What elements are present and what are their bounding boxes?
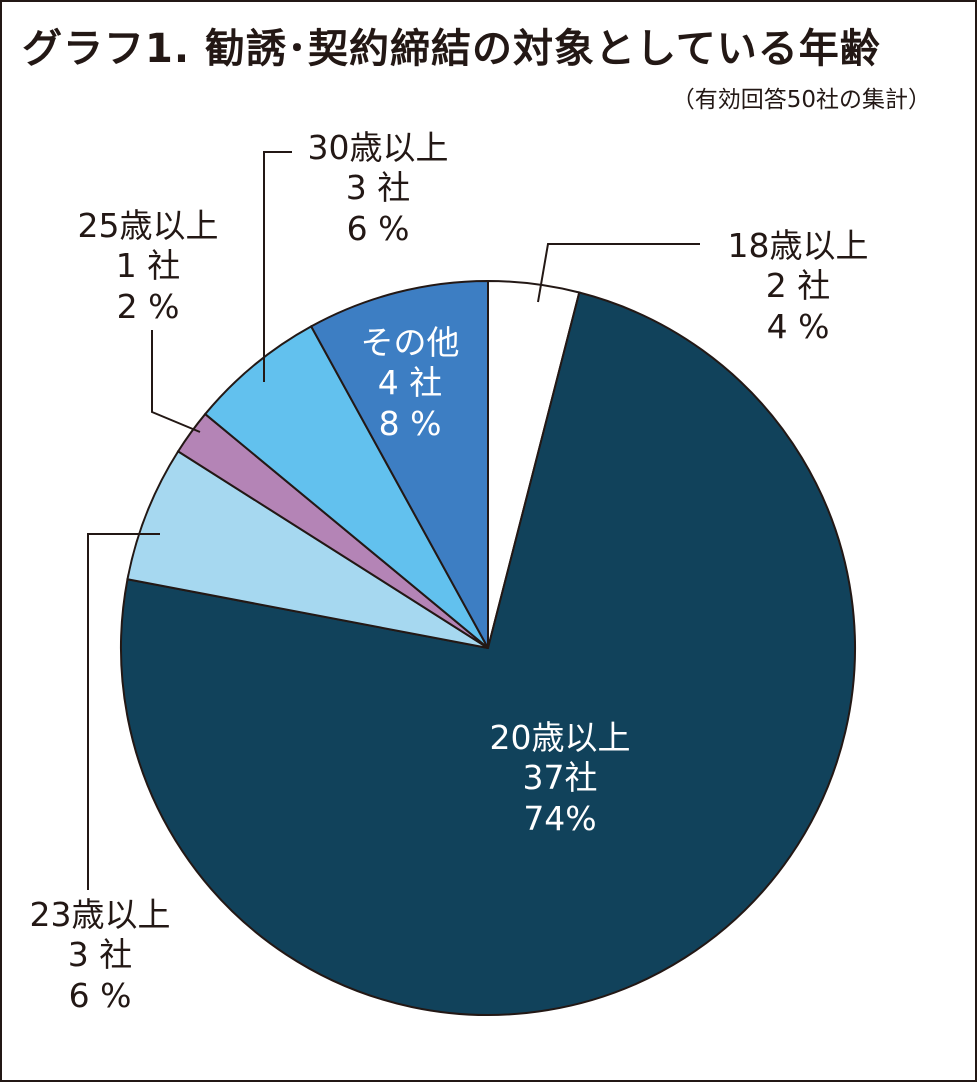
slice-label: 18歳以上 — [727, 226, 869, 265]
slice-count-label: 1 社 — [115, 246, 181, 286]
slice-label: 20歳以上 — [489, 718, 631, 757]
pie-slice — [126, 449, 489, 649]
leader-line — [151, 330, 201, 433]
pie-slice — [309, 279, 489, 649]
leader-line — [263, 151, 292, 382]
slice-percent-label: 6 % — [68, 975, 132, 1015]
slice-count-label: 37社 — [522, 758, 598, 798]
slice-percent-label: 2 % — [116, 286, 180, 326]
slice-percent-label: 74% — [523, 798, 597, 838]
pie-slice — [203, 325, 489, 649]
leader-line — [87, 533, 160, 890]
slice-label: その他 — [360, 323, 460, 362]
chart-title: グラフ1. 勧誘･契約締結の対象としている年齢 — [22, 26, 881, 72]
slice-label: 30歳以上 — [307, 128, 449, 167]
slice-count-label: 2 社 — [765, 266, 831, 306]
slice-percent-label: 6 % — [346, 208, 410, 248]
slice-percent-label: 8 % — [378, 403, 442, 443]
slice-count-label: 3 社 — [67, 935, 133, 975]
chart-subtitle: （有効回答50社の集計） — [671, 87, 931, 113]
pie-slice — [120, 291, 856, 1016]
slice-count-label: 4 社 — [377, 363, 443, 403]
leader-line — [537, 243, 700, 303]
slice-label: 23歳以上 — [29, 895, 171, 934]
slice-label: 25歳以上 — [77, 206, 219, 245]
slice-count-label: 3 社 — [345, 168, 411, 208]
slice-label: 20歳以上 37社 74% — [490, 718, 631, 839]
slice-percent-label: 4 % — [766, 306, 830, 346]
